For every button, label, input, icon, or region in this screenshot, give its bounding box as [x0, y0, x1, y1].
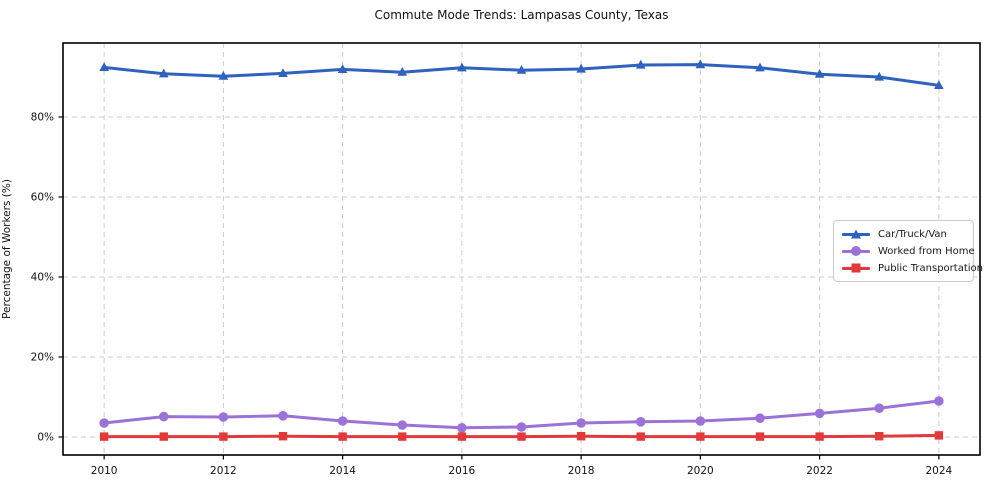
- x-tick-label: 2010: [91, 465, 118, 477]
- x-tick-label: 2020: [687, 465, 714, 477]
- circle-marker-icon: [851, 246, 861, 256]
- square-marker-icon: [851, 263, 861, 273]
- series-2: [99, 431, 944, 441]
- legend-item-public-transportation: Public Transportation: [842, 262, 983, 274]
- gridlines: [63, 43, 980, 455]
- x-tick-label: 2012: [210, 465, 237, 477]
- tick-marks: [58, 116, 940, 460]
- legend-item-car-truck-van: Car/Truck/Van: [842, 228, 964, 240]
- legend-swatch-line-square: [842, 262, 870, 274]
- y-tick-label: 60%: [31, 192, 54, 204]
- legend-label: Worked from Home: [878, 245, 975, 257]
- tick-labels: 2010 2012 2014 2016 2018 2020 2022 2024 0% 20% 40%…: [31, 112, 953, 478]
- y-tick-label: 80%: [31, 112, 54, 124]
- x-tick-label: 2018: [568, 465, 595, 477]
- x-tick-label: 2014: [329, 465, 356, 477]
- x-tick-label: 2022: [806, 465, 833, 477]
- y-tick-label: 40%: [31, 272, 54, 284]
- legend-swatch-line-circle: [842, 245, 870, 257]
- y-tick-label: 20%: [31, 352, 54, 364]
- chart-title: Commute Mode Trends: Lampasas County, Te…: [374, 8, 669, 22]
- series-0: [99, 59, 944, 89]
- legend-swatch-line-triangle: [842, 228, 870, 240]
- legend-item-worked-from-home: Worked from Home: [842, 245, 975, 257]
- legend-label: Public Transportation: [878, 262, 983, 274]
- legend: Car/Truck/Van Worked from Home Public Tr…: [833, 220, 983, 282]
- series-1: [99, 396, 944, 433]
- x-tick-label: 2016: [449, 465, 476, 477]
- triangle-marker-icon: [851, 229, 861, 239]
- x-tick-label: 2024: [925, 465, 952, 477]
- legend-label: Car/Truck/Van: [878, 228, 947, 240]
- plot-frame: [62, 42, 981, 456]
- y-tick-label: 0%: [37, 432, 54, 444]
